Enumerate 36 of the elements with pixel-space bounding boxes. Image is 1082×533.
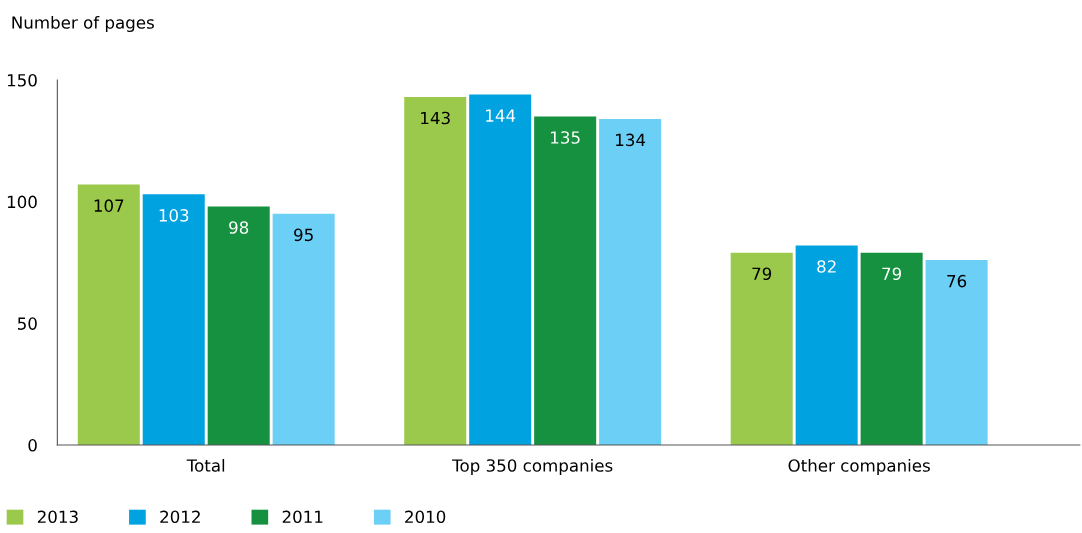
bar [77, 184, 140, 446]
bar [860, 252, 923, 446]
bar [207, 206, 270, 446]
data-label: 82 [817, 260, 836, 273]
data-label: 135 [551, 131, 580, 144]
data-label: 95 [294, 228, 313, 242]
bar [599, 118, 662, 446]
y-tick-label: 50 [17, 317, 37, 330]
legend-label: 2013 [37, 510, 78, 524]
bar [795, 245, 858, 446]
data-label: 79 [882, 267, 902, 281]
data-label: 79 [752, 267, 772, 281]
data-label: 98 [229, 221, 249, 234]
bar [142, 194, 205, 446]
x-tick-label: Top 350 companies [452, 458, 613, 476]
data-label: 107 [94, 199, 124, 212]
bar [404, 96, 467, 446]
y-axis-title: Number of pages [12, 15, 154, 33]
y-tick-label: 100 [7, 195, 37, 209]
bar [272, 213, 335, 446]
bar [534, 116, 597, 446]
bar [925, 260, 988, 446]
data-label: 143 [421, 111, 450, 125]
x-tick-label: Other companies [788, 458, 930, 476]
x-tick-label: Total [186, 458, 225, 472]
data-label: 134 [616, 133, 646, 147]
legend-label: 2010 [405, 510, 446, 524]
data-label: 144 [486, 109, 516, 122]
legend-label: 2012 [160, 510, 200, 524]
legend-label: 2011 [282, 510, 323, 524]
y-tick-label: 150 [7, 73, 37, 87]
y-tick-label: 0 [28, 439, 37, 452]
bar [730, 252, 793, 446]
data-label: 103 [159, 209, 189, 222]
data-label: 76 [947, 274, 967, 288]
bar [469, 94, 532, 446]
